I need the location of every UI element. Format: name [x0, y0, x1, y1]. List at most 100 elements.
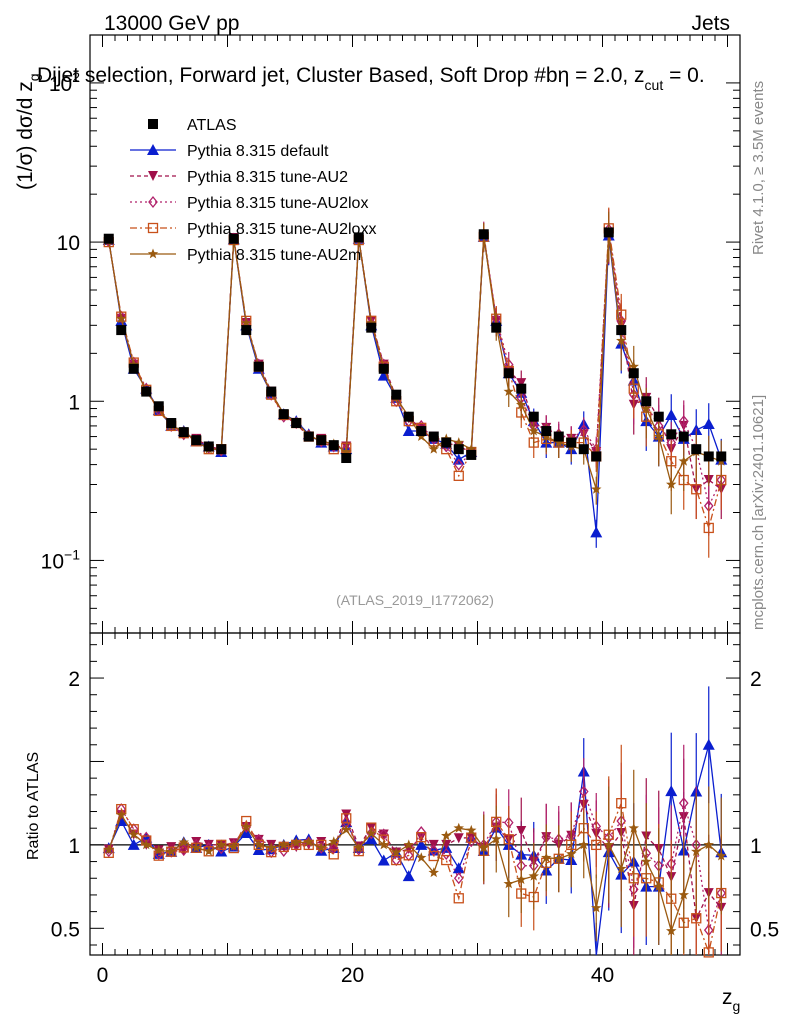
- ratio-point: [241, 821, 252, 832]
- data-point: [702, 417, 715, 429]
- data-point: [590, 526, 603, 538]
- ratio-point: [441, 830, 452, 841]
- data-point: [678, 455, 689, 466]
- data-point: [453, 470, 464, 481]
- ratio-point: [278, 839, 289, 850]
- legend-label: Pythia 8.315 default: [187, 143, 329, 160]
- ratio-point: [416, 832, 427, 843]
- ratio-point: [341, 824, 352, 835]
- data-point: [691, 444, 702, 455]
- ratio-point: [216, 839, 227, 850]
- ratio-point: [366, 827, 377, 838]
- ratio-point: [678, 797, 689, 810]
- data-point: [703, 522, 714, 534]
- ratio-point: [453, 893, 464, 904]
- data-point: [416, 431, 427, 441]
- y-tick-label: 1: [68, 391, 80, 414]
- ratio-point: [215, 845, 228, 857]
- data-point: [341, 446, 352, 457]
- ratio-point: [453, 833, 464, 844]
- ratio-series-AU2m: [103, 769, 727, 955]
- ratio-point: [578, 839, 589, 850]
- data-point: [616, 335, 627, 346]
- legend-label: Pythia 8.315 tune-AU2loxx: [187, 221, 376, 238]
- data-point: [428, 431, 439, 442]
- data-point: [503, 368, 514, 379]
- legend-label: Pythia 8.315 tune-AU2: [187, 169, 348, 186]
- ratio-point: [127, 838, 140, 850]
- ratio-point: [315, 844, 328, 856]
- ratio-point: [428, 850, 439, 862]
- ratio-point: [403, 850, 414, 861]
- legend-label: ATLAS: [187, 117, 237, 134]
- legend-marker: [148, 171, 158, 181]
- data-point: [402, 425, 415, 437]
- ratio-point: [528, 870, 539, 881]
- data-point: [578, 444, 589, 455]
- rivet-label: Rivet 4.1.0, ≥ 3.5M events: [750, 81, 767, 255]
- ratio-point: [391, 854, 402, 866]
- ratio-point: [703, 947, 714, 958]
- data-point: [291, 418, 302, 429]
- data-point: [628, 361, 639, 372]
- data-point: [528, 425, 539, 436]
- legend-marker: [147, 222, 159, 234]
- y-tick-label: 10: [57, 232, 80, 255]
- data-point: [441, 437, 452, 448]
- ratio-point: [116, 809, 127, 820]
- ratio-line: [108, 813, 722, 934]
- data-point: [116, 325, 127, 336]
- x-tick-label: 0: [97, 964, 109, 987]
- data-point: [653, 411, 664, 422]
- data-point: [516, 383, 527, 394]
- header-energy: 13000 GeV pp: [104, 12, 239, 35]
- ratio-point: [678, 889, 689, 900]
- data-point: [266, 386, 277, 397]
- data-point: [228, 233, 239, 244]
- ratio-point: [303, 836, 314, 847]
- data-point: [503, 386, 514, 396]
- data-point: [516, 399, 527, 410]
- data-point: [553, 437, 564, 447]
- data-point: [591, 451, 602, 462]
- ratio-point: [616, 798, 627, 809]
- ratio-point: [428, 867, 439, 878]
- ratio-tick-label: 2: [68, 668, 80, 691]
- ratio-point: [466, 824, 477, 835]
- data-point: [378, 363, 389, 374]
- data-point: [116, 313, 127, 324]
- data-point: [466, 443, 477, 454]
- data-point: [403, 411, 414, 422]
- data-point: [616, 325, 627, 336]
- ratio-point: [666, 925, 677, 936]
- x-tick-label: 40: [591, 964, 614, 987]
- ratio-point: [278, 844, 289, 857]
- ratio-point: [316, 842, 327, 853]
- data-point: [391, 389, 402, 400]
- ratio-axis-label: Ratio to ATLAS: [25, 752, 42, 860]
- data-point: [553, 431, 564, 442]
- data-point: [541, 426, 552, 437]
- data-point: [203, 441, 214, 452]
- data-point: [316, 435, 327, 446]
- data-point: [178, 427, 189, 438]
- y-tick-label: 102: [49, 69, 80, 96]
- data-point: [641, 403, 652, 413]
- ratio-point: [691, 913, 702, 924]
- data-point: [253, 361, 264, 372]
- ratio-point: [641, 856, 652, 866]
- data-point: [453, 458, 464, 471]
- ratio-point: [516, 825, 527, 836]
- ratio-point: [341, 813, 352, 824]
- data-point: [341, 453, 352, 464]
- data-point: [628, 368, 639, 379]
- ratio-point: [353, 842, 364, 853]
- ratio-point: [591, 839, 602, 851]
- ratio-point: [203, 845, 214, 856]
- ratio-point: [453, 872, 464, 885]
- data-point: [528, 411, 539, 422]
- ratio-tick-label: 0.5: [51, 918, 80, 941]
- header-category: Jets: [691, 12, 730, 35]
- legend-marker: [147, 248, 159, 259]
- data-point: [666, 479, 677, 489]
